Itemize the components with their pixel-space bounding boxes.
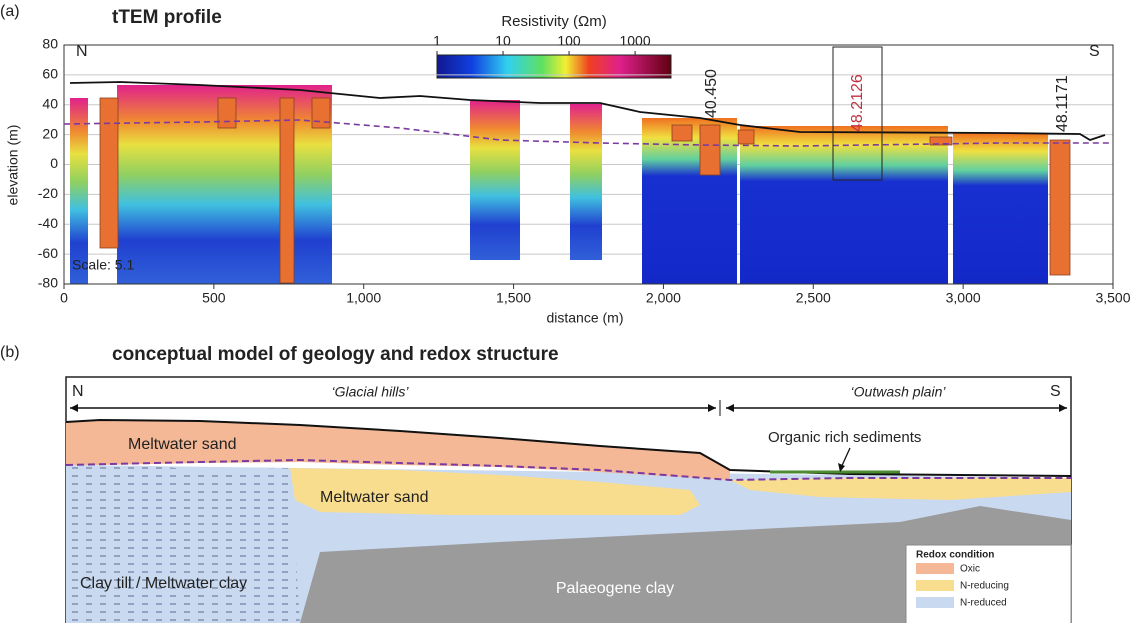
x-tick-label: 1,000 [346, 290, 381, 306]
panel-label: (a) [0, 3, 20, 20]
y-tick-label: 60 [42, 66, 58, 82]
panel-title: conceptual model of geology and redox st… [112, 344, 559, 365]
clay-till [66, 465, 300, 623]
y-tick-label: 80 [42, 36, 58, 52]
borehole [700, 125, 720, 175]
borehole [218, 98, 236, 128]
legend-label: N-reducing [960, 581, 1009, 592]
y-tick-label: -40 [38, 215, 58, 231]
north-label: N [72, 383, 84, 400]
borehole-label: 40.450 [703, 69, 720, 118]
y-tick-label: -60 [38, 245, 58, 261]
resistivity-section [570, 104, 602, 260]
resistivity-section [642, 118, 737, 284]
y-axis-label: elevation (m) [5, 125, 21, 206]
x-tick-label: 2,500 [796, 290, 831, 306]
legend-swatch [916, 580, 954, 591]
panel-a: (a) tTEM profile Resistivity (Ωm) distan… [0, 3, 1131, 325]
region-label: ‘Glacial hills’ [331, 384, 409, 400]
x-tick-label: 500 [202, 290, 226, 306]
x-tick-label: 1,500 [496, 290, 531, 306]
unit-label: Meltwater sand [128, 436, 237, 453]
panel-title: tTEM profile [112, 7, 222, 28]
panel-label: (b) [0, 344, 20, 361]
colorbar-tick-label: 1000 [619, 33, 650, 49]
figure: (a) tTEM profile Resistivity (Ωm) distan… [0, 0, 1135, 623]
region-label: ‘Outwash plain’ [851, 384, 947, 400]
x-tick-label: 3,000 [946, 290, 981, 306]
legend-title: Redox condition [916, 550, 994, 561]
south-label: S [1089, 43, 1100, 60]
borehole [738, 130, 754, 144]
north-label: N [76, 43, 88, 60]
borehole [280, 98, 294, 283]
y-tick-label: -20 [38, 185, 58, 201]
borehole [1050, 140, 1070, 275]
scale-note: Scale: 5.1 [72, 257, 134, 273]
borehole [100, 98, 118, 248]
legend-swatch [916, 563, 954, 574]
unit-label: Meltwater sand [320, 489, 429, 506]
unit-label: Organic rich sediments [768, 429, 921, 446]
panel-b: (b) conceptual model of geology and redo… [0, 344, 1071, 623]
colorbar-tick-label: 1 [433, 33, 441, 49]
resistivity-section [470, 100, 520, 260]
legend-swatch [916, 597, 954, 608]
colorbar-tick-label: 100 [557, 33, 581, 49]
y-tick-label: -80 [38, 275, 58, 291]
borehole [672, 125, 692, 141]
borehole-label: 48.2126 [849, 74, 866, 132]
x-tick-label: 3,500 [1095, 290, 1130, 306]
plot-layer [64, 45, 1113, 284]
unit-label: Clay till / Meltwater clay [80, 575, 247, 592]
borehole [312, 98, 330, 128]
colorbar-tick-label: 10 [495, 33, 511, 49]
resistivity-section [953, 133, 1048, 284]
y-tick-label: 20 [42, 125, 58, 141]
south-label: S [1050, 383, 1061, 400]
borehole-label: 48.1171 [1054, 75, 1071, 132]
y-tick-label: 40 [42, 95, 58, 111]
x-axis-label: distance (m) [546, 310, 623, 326]
unit-label: Palaeogene clay [556, 580, 674, 597]
y-tick-label: 0 [50, 155, 58, 171]
x-tick-label: 2,000 [646, 290, 681, 306]
resistivity-section [740, 126, 948, 284]
colorbar-title: Resistivity (Ωm) [501, 13, 606, 30]
legend-label: Oxic [960, 564, 980, 575]
x-tick-label: 0 [60, 290, 68, 306]
legend-label: N-reduced [960, 598, 1007, 609]
